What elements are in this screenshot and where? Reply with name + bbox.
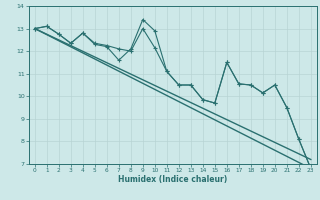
X-axis label: Humidex (Indice chaleur): Humidex (Indice chaleur) xyxy=(118,175,228,184)
